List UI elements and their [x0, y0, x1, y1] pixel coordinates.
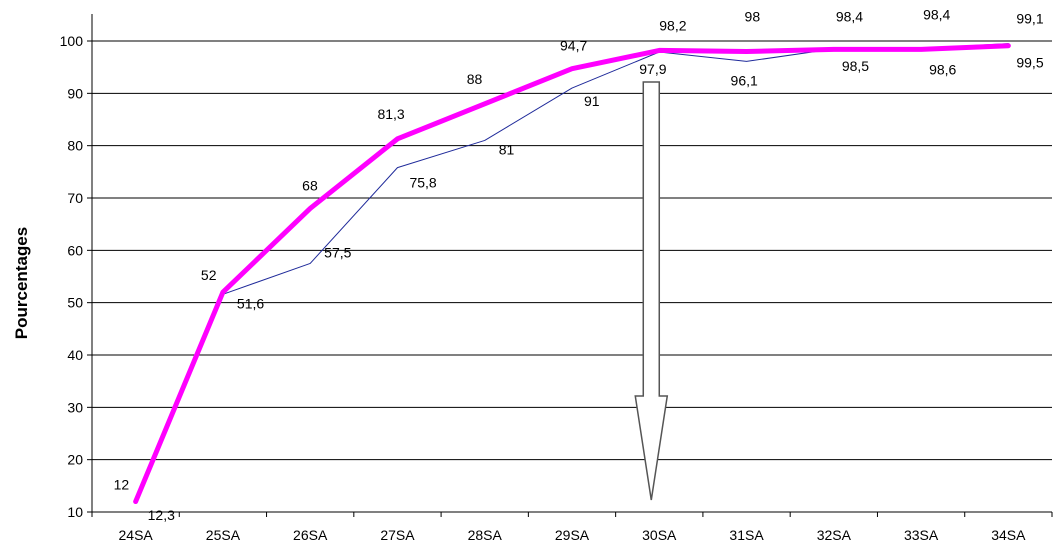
y-tick-label: 60	[67, 242, 83, 258]
gridlines	[92, 40, 1052, 461]
y-tick-label: 100	[60, 33, 84, 49]
data-label: 97,9	[639, 61, 666, 77]
annotation-arrow	[634, 81, 669, 501]
data-label: 96,1	[731, 72, 758, 88]
data-label: 91	[584, 93, 600, 109]
data-label: 51,6	[237, 295, 264, 311]
data-label: 12	[114, 477, 130, 493]
x-tick-label: 31SA	[729, 527, 764, 543]
y-tick-label: 80	[67, 138, 83, 154]
data-label: 98,5	[842, 58, 869, 74]
y-tick-labels: 10 20 30 40 50 60 70 80 90 100	[60, 33, 84, 520]
y-tick-label: 90	[67, 85, 83, 101]
y-tick-label: 10	[67, 504, 83, 520]
y-axis-title: Pourcentages	[12, 227, 31, 339]
data-label: 88	[467, 71, 483, 87]
data-label: 75,8	[409, 175, 436, 191]
data-label: 81,3	[377, 106, 404, 122]
data-label: 98,4	[836, 8, 863, 24]
y-tick-label: 50	[67, 295, 83, 311]
series-line-magenta	[133, 43, 1011, 505]
data-label: 98,6	[929, 61, 956, 77]
y-tick-label: 70	[67, 190, 83, 206]
axes	[87, 14, 1053, 517]
data-label: 98,2	[659, 17, 686, 33]
y-tick-label: 30	[67, 399, 83, 415]
data-label: 99,5	[1016, 55, 1043, 71]
x-tick-label: 34SA	[991, 527, 1026, 543]
x-tick-label: 25SA	[206, 527, 241, 543]
x-tick-labels: 24SA 25SA 26SA 27SA 28SA 29SA 30SA 31SA 32SA 33SA…	[119, 527, 1027, 543]
data-label: 94,7	[560, 38, 587, 54]
data-label: 81	[499, 141, 515, 157]
data-label: 98,4	[923, 6, 950, 22]
x-tick-label: 32SA	[817, 527, 852, 543]
data-label: 52	[201, 267, 217, 283]
arrow-down-icon	[634, 81, 669, 501]
x-tick-label: 33SA	[904, 527, 939, 543]
x-tick-label: 29SA	[555, 527, 590, 543]
x-tick-label: 26SA	[293, 527, 328, 543]
x-tick-label: 24SA	[119, 527, 154, 543]
series-line-blue	[135, 43, 1009, 501]
y-tick-label: 20	[67, 452, 83, 468]
data-label: 57,5	[324, 244, 351, 260]
x-tick-label: 30SA	[642, 527, 677, 543]
data-label: 68	[302, 177, 318, 193]
data-label: 98	[745, 8, 761, 24]
series-lines	[133, 43, 1011, 505]
data-labels: 12 52 68 81,3 88 94,7 98,2 98 98,4 98,4 99,1 12,3 51…	[114, 6, 1044, 523]
x-tick-label: 28SA	[468, 527, 503, 543]
y-tick-label: 40	[67, 347, 83, 363]
data-label: 99,1	[1016, 11, 1043, 27]
data-label: 12,3	[148, 507, 175, 523]
x-tick-label: 27SA	[380, 527, 415, 543]
